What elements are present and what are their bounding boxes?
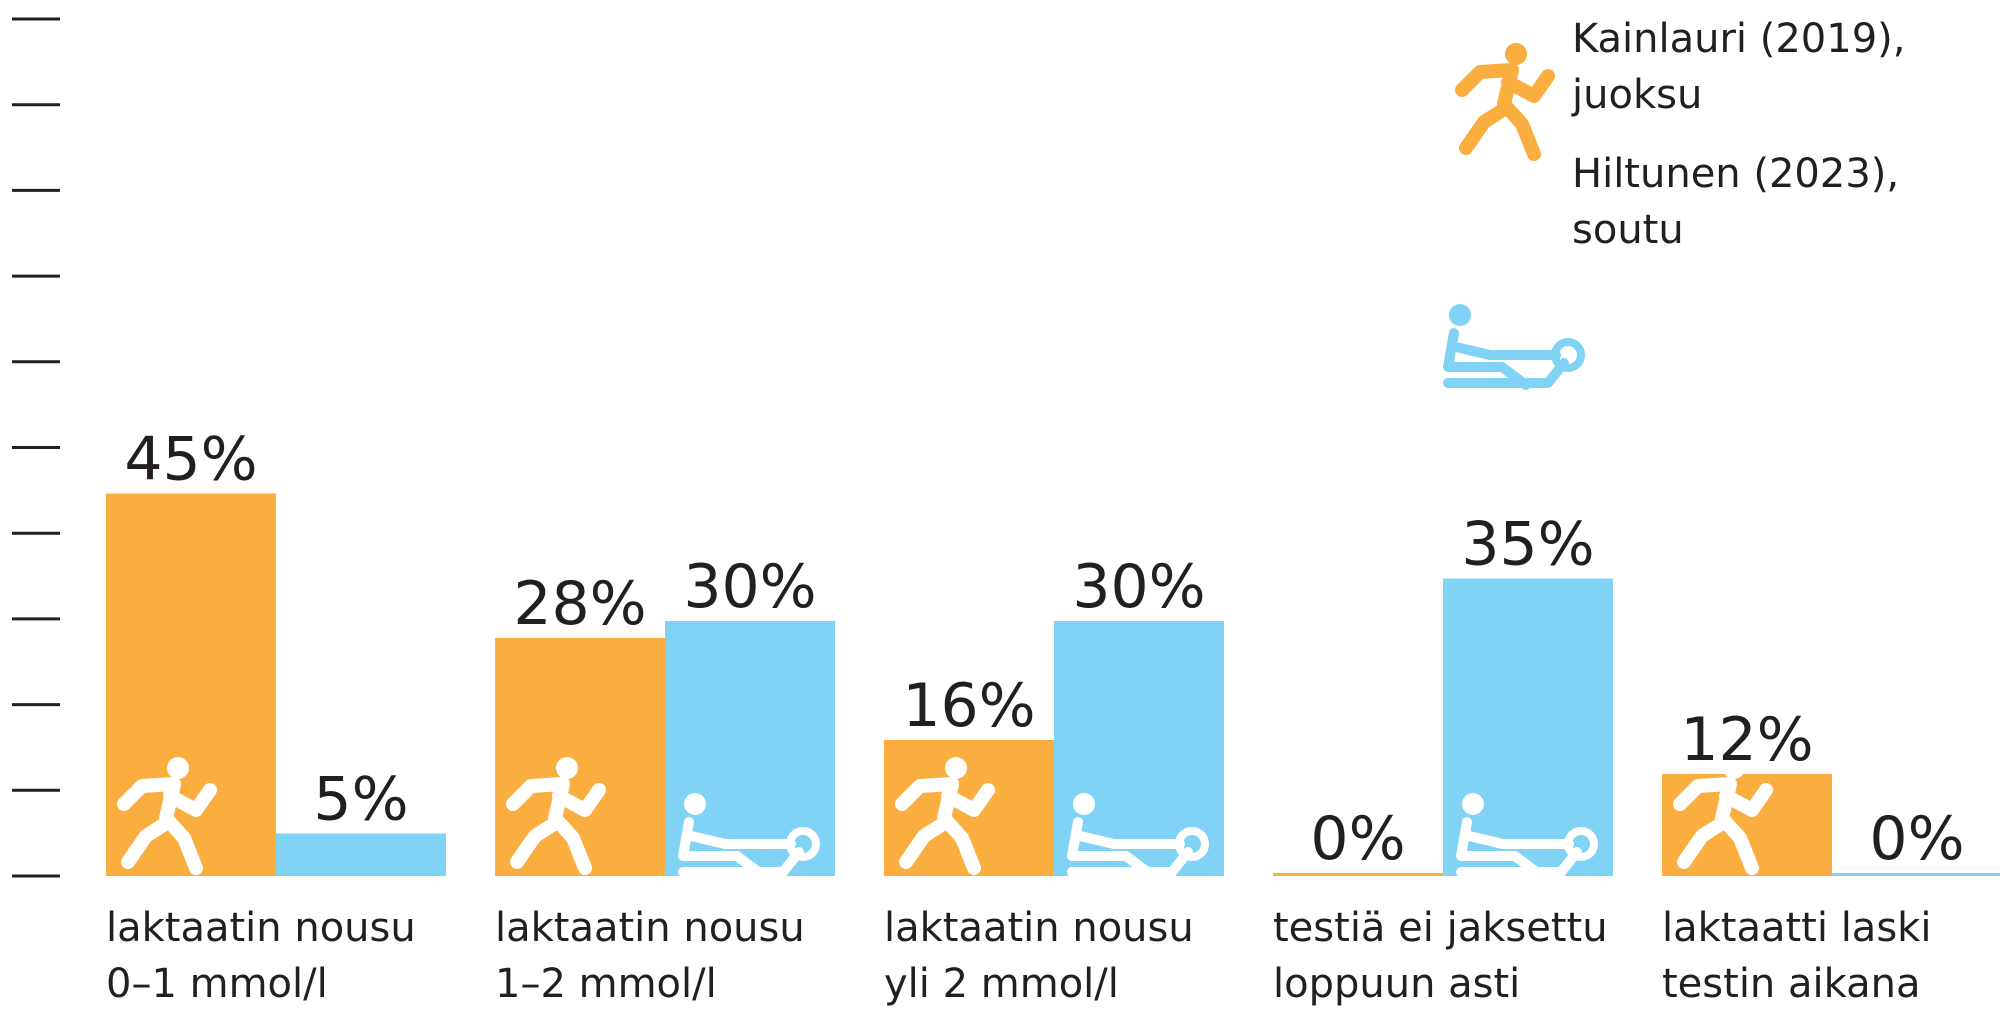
legend-label: Hiltunen (2023),: [1572, 151, 1899, 197]
value-label: 35%: [1461, 510, 1594, 580]
bar: [1832, 873, 2000, 876]
value-label: 28%: [513, 569, 646, 639]
rower-icon: [1067, 793, 1209, 879]
bar: [106, 493, 276, 876]
category-label: testiä ei jaksettu: [1273, 905, 1608, 951]
bar: [276, 833, 446, 876]
runner-icon: [1673, 757, 1773, 875]
value-labels: 45% 5% 28% 30% 16% 30% 0% 35% 12% 0%: [124, 425, 1964, 875]
y-axis-ticks: [12, 17, 60, 878]
value-label: 5%: [313, 765, 408, 835]
category-label: laktaatti laski: [1662, 905, 1931, 951]
category-label: laktaatin nousu: [495, 905, 805, 951]
value-label: 0%: [1869, 804, 1964, 874]
bar-icons: [117, 757, 1773, 879]
category-label: 1–2 mmol/l: [495, 961, 717, 1007]
value-label: 16%: [902, 671, 1035, 741]
category-label: yli 2 mmol/l: [884, 961, 1119, 1007]
category-label: loppuun asti: [1273, 961, 1520, 1007]
runner-icon: [1455, 43, 1555, 161]
bar: [1273, 873, 1443, 876]
bar: [1443, 578, 1613, 876]
category-label: 0–1 mmol/l: [106, 961, 328, 1007]
rower-icon: [678, 793, 820, 879]
category-label: testin aikana: [1662, 961, 1920, 1007]
legend-label: juoksu: [1571, 72, 1702, 118]
value-label: 30%: [683, 552, 816, 622]
value-label: 0%: [1310, 804, 1405, 874]
legend: Kainlauri (2019), juoksu Hiltunen (2023), s…: [1443, 16, 1905, 390]
runner-icon: [117, 757, 217, 875]
runner-icon: [506, 757, 606, 875]
rower-icon: [1456, 793, 1598, 879]
rower-icon: [1443, 304, 1585, 390]
category-labels: laktaatin nousu 0–1 mmol/l laktaatin nousu…: [106, 905, 1931, 1007]
runner-icon: [895, 757, 995, 875]
legend-label: Kainlauri (2019),: [1572, 16, 1905, 62]
legend-label: soutu: [1572, 207, 1684, 253]
value-label: 12%: [1680, 705, 1813, 775]
category-label: laktaatin nousu: [106, 905, 416, 951]
value-label: 30%: [1072, 552, 1205, 622]
category-label: laktaatin nousu: [884, 905, 1194, 951]
bar: [495, 638, 665, 876]
value-label: 45%: [124, 425, 257, 495]
